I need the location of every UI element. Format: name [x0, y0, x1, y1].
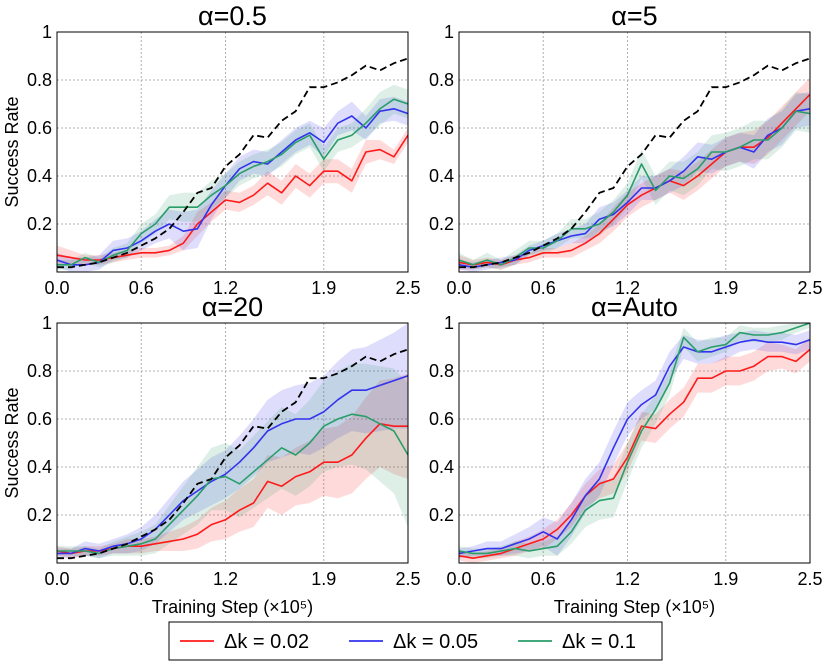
series-line-reference	[57, 57, 408, 269]
legend-box	[168, 621, 663, 661]
panel-alpha-0-5: 0.0 0.6 1.2 1.9 2.5 0.2 0.4 0.6 0.8 1 α=0.5 Success…	[2, 1, 421, 298]
x-tick-label: 1.9	[713, 278, 738, 298]
legend-label-dk-0-1: Δk = 0.1	[562, 631, 636, 653]
legend-label-dk-0-05: Δk = 0.05	[393, 631, 478, 653]
panel-alpha-5: 0.0 0.6 1.2 1.9 2.5 0.2 0.4 0.6 0.8 1 α=5	[429, 1, 823, 298]
band-dk-0-05	[57, 323, 408, 559]
series-line-reference	[57, 348, 408, 560]
plot-area	[57, 323, 408, 560]
x-tick-label: 2.5	[797, 278, 822, 298]
y-tick-label: 0.6	[27, 118, 52, 138]
y-tick-label: 0.2	[27, 214, 52, 234]
y-tick-label: 0.2	[429, 505, 454, 525]
band-dk-0-1	[57, 363, 408, 559]
axes-frame	[56, 31, 409, 273]
plot-area	[57, 57, 408, 272]
series-line-dk-0-05	[459, 338, 810, 555]
y-tick-label: 1	[42, 22, 52, 42]
series-line-dk-0-05	[57, 375, 408, 555]
x-tick-label: 2.5	[395, 278, 420, 298]
x-tick-label: 0.6	[129, 278, 154, 298]
panel-title: α=0.5	[198, 1, 267, 31]
x-tick-label: 0.0	[44, 569, 69, 589]
y-tick-label: 0.2	[429, 214, 454, 234]
series-line-dk-0-05	[57, 108, 408, 266]
axes-frame	[458, 31, 811, 273]
x-tick-label: 1.2	[213, 569, 238, 589]
y-tick-label: 0.8	[429, 70, 454, 90]
panel-title: α=Auto	[591, 292, 678, 322]
x-tick-label: 0.0	[44, 278, 69, 298]
y-tick-label: 1	[42, 313, 52, 333]
panel-title: α=20	[202, 292, 263, 322]
y-tick-label: 0.6	[27, 409, 52, 429]
x-tick-label: 1.9	[311, 278, 336, 298]
y-tick-label: 0.8	[429, 361, 454, 381]
axes-frame	[56, 322, 409, 564]
series-line-dk-0-02	[459, 93, 810, 266]
x-tick-label: 0.6	[129, 569, 154, 589]
x-tick-label: 0.0	[446, 569, 471, 589]
axes-frame	[458, 322, 811, 564]
y-tick-label: 0.8	[27, 361, 52, 381]
x-axis-label: Training Step (×10⁵)	[152, 597, 313, 617]
x-tick-label: 2.5	[797, 569, 822, 589]
panel-alpha-auto: 0.0 0.6 1.2 1.9 2.5 0.2 0.4 0.6 0.8 1 α=Auto Traini…	[429, 292, 823, 617]
legend-label-dk-0-02: Δk = 0.02	[224, 631, 309, 653]
y-tick-label: 1	[444, 313, 454, 333]
y-tick-label: 0.4	[27, 457, 52, 477]
band-dk-0-02	[459, 337, 810, 563]
series-line-dk-0-05	[459, 108, 810, 269]
y-axis-label: Success Rate	[2, 387, 22, 498]
y-tick-label: 1	[444, 22, 454, 42]
band-dk-0-02	[57, 128, 408, 265]
y-tick-label: 0.4	[429, 457, 454, 477]
x-tick-label: 0.6	[531, 278, 556, 298]
band-dk-0-02	[57, 373, 408, 559]
series-line-dk-0-1	[459, 323, 810, 555]
series-line-dk-0-02	[459, 348, 810, 560]
x-tick-label: 0.6	[531, 569, 556, 589]
series-line-reference	[459, 57, 810, 269]
y-tick-label: 0.8	[27, 70, 52, 90]
plot-area	[459, 323, 810, 563]
x-tick-label: 1.9	[311, 569, 336, 589]
y-tick-label: 0.6	[429, 118, 454, 138]
x-tick-label: 1.2	[615, 278, 640, 298]
x-tick-label: 1.9	[713, 569, 738, 589]
panel-title: α=5	[611, 1, 657, 31]
x-axis-label: Training Step (×10⁵)	[554, 597, 715, 617]
x-tick-label: 2.5	[395, 569, 420, 589]
y-tick-label: 0.2	[27, 505, 52, 525]
legend: Δk = 0.02 Δk = 0.05 Δk = 0.1	[168, 621, 663, 661]
x-tick-label: 1.2	[213, 278, 238, 298]
y-tick-label: 0.6	[429, 409, 454, 429]
y-axis-label: Success Rate	[2, 96, 22, 207]
y-tick-label: 0.4	[429, 166, 454, 186]
x-tick-label: 0.0	[446, 278, 471, 298]
y-tick-label: 0.4	[27, 166, 52, 186]
panel-alpha-20: 0.0 0.6 1.2 1.9 2.5 0.2 0.4 0.6 0.8 1 α=20 Success …	[2, 292, 421, 617]
series-line-dk-0-1	[57, 98, 408, 266]
plot-area	[459, 57, 810, 272]
x-tick-label: 1.2	[615, 569, 640, 589]
